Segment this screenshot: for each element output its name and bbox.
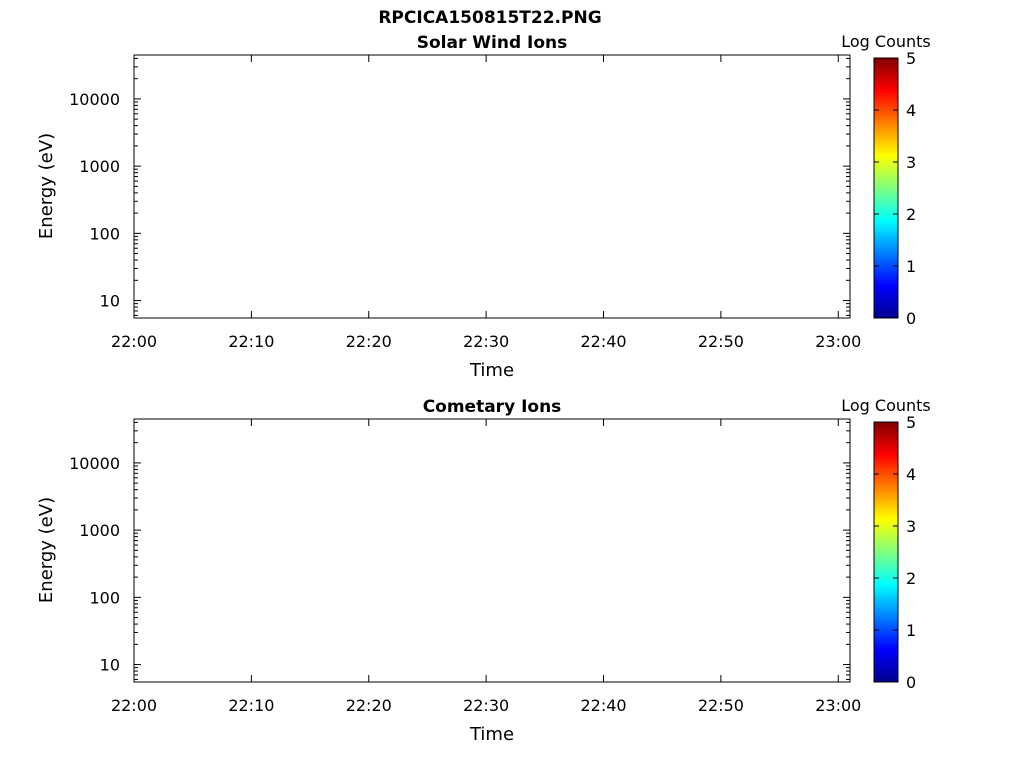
colorbar-tick-label: 0 — [906, 309, 916, 328]
colorbar-tick-label: 1 — [906, 621, 916, 640]
cometary-x-axis-label: Time — [469, 724, 514, 745]
solar-wind-panel: Solar Wind Ions 22:00 22:10 22:20 22:30 22:4… — [36, 32, 931, 381]
solar-wind-axes: 22:00 22:10 22:20 22:30 22:40 22:50 23:00 10 100… — [69, 55, 861, 351]
cometary-plot-frame — [133, 418, 851, 683]
cometary-title: Cometary Ions — [423, 397, 562, 417]
x-tick-label: 22:00 — [111, 332, 157, 351]
y-tick-label: 10 — [100, 656, 120, 675]
solar-wind-title: Solar Wind Ions — [417, 33, 568, 53]
solar-wind-x-axis-label: Time — [469, 360, 514, 381]
x-tick-label: 22:50 — [698, 332, 744, 351]
solar-wind-colorbar-ticks: 0 1 2 3 4 5 — [874, 49, 916, 328]
x-tick-label: 22:10 — [228, 696, 274, 715]
y-tick-label: 1000 — [79, 157, 120, 176]
x-tick-label: 22:10 — [228, 332, 274, 351]
y-tick-label: 10000 — [69, 454, 120, 473]
y-tick-label: 10000 — [69, 90, 120, 109]
x-tick-label: 22:40 — [580, 332, 626, 351]
solar-wind-colorbar — [873, 57, 899, 319]
y-tick-label: 10 — [100, 292, 120, 311]
x-tick-label: 22:40 — [580, 696, 626, 715]
y-tick-label: 100 — [89, 588, 120, 607]
x-tick-label: 22:30 — [463, 696, 509, 715]
cometary-colorbar-ticks: 0 1 2 3 4 5 — [874, 413, 916, 692]
x-tick-label: 23:00 — [815, 696, 861, 715]
cometary-y-axis-label: Energy (eV) — [36, 497, 57, 603]
solar-wind-y-axis-label: Energy (eV) — [36, 133, 57, 239]
figure-title: RPCICA150815T22.PNG — [378, 8, 602, 28]
y-tick-label: 100 — [89, 224, 120, 243]
x-tick-label: 22:20 — [346, 696, 392, 715]
colorbar-tick-label: 0 — [906, 673, 916, 692]
colorbar-tick-label: 4 — [906, 101, 916, 120]
cometary-panel: Cometary Ions 22:00 22:10 22:20 22:30 22:40 2… — [36, 396, 931, 745]
colorbar-tick-label: 3 — [906, 153, 916, 172]
cometary-axes: 22:00 22:10 22:20 22:30 22:40 22:50 23:00 10 100… — [69, 419, 861, 715]
x-tick-label: 22:30 — [463, 332, 509, 351]
cometary-colorbar-label: Log Counts — [841, 396, 931, 415]
solar-wind-colorbar-label: Log Counts — [841, 32, 931, 51]
x-tick-label: 23:00 — [815, 332, 861, 351]
colorbar-tick-label: 1 — [906, 257, 916, 276]
x-tick-label: 22:50 — [698, 696, 744, 715]
x-tick-label: 22:20 — [346, 332, 392, 351]
colorbar-tick-label: 5 — [906, 413, 916, 432]
colorbar-tick-label: 5 — [906, 49, 916, 68]
cometary-colorbar — [873, 421, 899, 683]
y-tick-label: 1000 — [79, 521, 120, 540]
colorbar-tick-label: 3 — [906, 517, 916, 536]
colorbar-tick-label: 2 — [906, 205, 916, 224]
colorbar-tick-label: 4 — [906, 465, 916, 484]
solar-wind-plot-frame — [133, 54, 851, 319]
colorbar-tick-label: 2 — [906, 569, 916, 588]
x-tick-label: 22:00 — [111, 696, 157, 715]
